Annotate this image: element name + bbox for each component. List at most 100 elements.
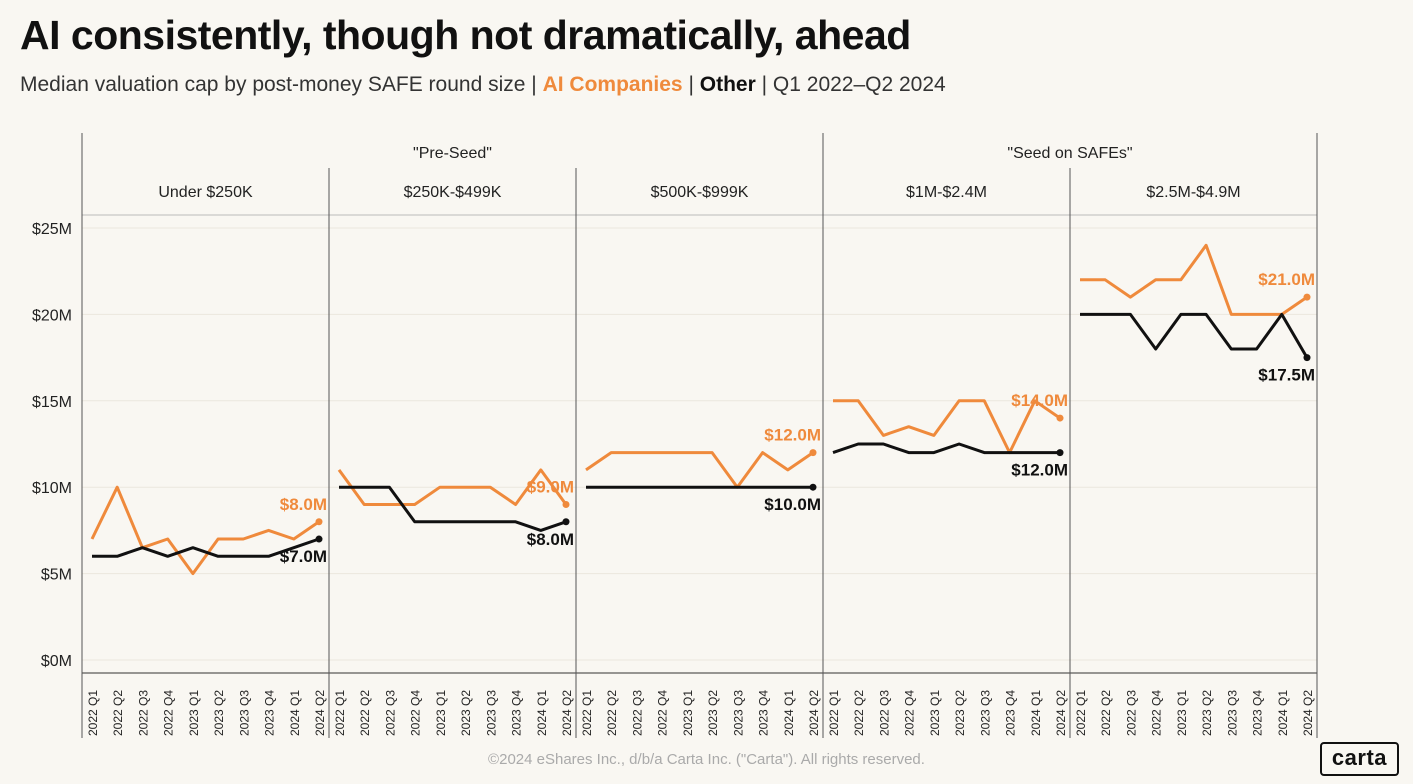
legend-other: Other xyxy=(699,73,756,96)
legend-ai-companies: AI Companies xyxy=(542,73,683,96)
ai-end-label: $14.0M xyxy=(1011,391,1068,410)
panel-header: $2.5M-$4.9M xyxy=(1146,184,1240,201)
subtitle-prefix: Median valuation cap by post-money SAFE … xyxy=(20,73,537,96)
x-tick-label: 2022 Q3 xyxy=(1124,690,1138,736)
other-series-line xyxy=(339,485,567,532)
x-tick-label: 2024 Q2 xyxy=(313,690,327,736)
x-tick-label: 2024 Q1 xyxy=(782,690,796,736)
panel-header: $250K-$499K xyxy=(404,184,502,201)
x-tick-label: 2022 Q3 xyxy=(136,690,150,736)
other-end-point xyxy=(562,518,570,526)
panel-header: $1M-$2.4M xyxy=(906,184,987,201)
x-tick-label: 2024 Q1 xyxy=(1029,690,1043,736)
x-tick-label: 2022 Q1 xyxy=(827,690,841,736)
x-tick-label: 2024 Q2 xyxy=(1301,690,1315,736)
x-tick-label: 2022 Q2 xyxy=(605,690,619,736)
y-tick-label: $20M xyxy=(32,307,72,324)
x-tick-label: 2024 Q1 xyxy=(535,690,549,736)
ai-end-label: $21.0M xyxy=(1258,270,1315,289)
ai-end-point xyxy=(809,449,817,457)
x-tick-label: 2023 Q1 xyxy=(1175,690,1189,736)
y-tick-label: $0M xyxy=(41,653,72,670)
x-tick-label: 2022 Q2 xyxy=(1099,690,1113,736)
x-tick-label: 2023 Q4 xyxy=(510,690,524,736)
x-tick-label: 2023 Q2 xyxy=(706,690,720,736)
subtitle-suffix: | Q1 2022–Q2 2024 xyxy=(761,73,946,96)
ai-series-line xyxy=(337,468,568,506)
x-tick-label: 2022 Q4 xyxy=(162,690,176,736)
ai-end-label: $8.0M xyxy=(280,495,327,514)
y-tick-label: $15M xyxy=(32,394,72,411)
x-tick-label: 2022 Q4 xyxy=(656,690,670,736)
x-tick-label: 2022 Q3 xyxy=(877,690,891,736)
other-end-label: $10.0M xyxy=(764,495,821,514)
ai-end-point xyxy=(315,518,323,526)
line-chart: $0M $5M $10M $15M $20M $25M "Pre-Seed" "Seed on… xyxy=(32,133,1318,738)
x-tick-label: 2023 Q3 xyxy=(978,690,992,736)
x-tick-label: 2023 Q4 xyxy=(757,690,771,736)
other-series-line xyxy=(1080,312,1309,359)
x-tick-label: 2024 Q2 xyxy=(560,690,574,736)
carta-logo: carta xyxy=(1319,742,1399,776)
x-tick-label: 2022 Q2 xyxy=(358,690,372,736)
x-tick-label: 2023 Q2 xyxy=(212,690,226,736)
x-tick-label: 2022 Q3 xyxy=(383,690,397,736)
group-header: "Pre-Seed" xyxy=(413,145,492,162)
chart-subtitle: Median valuation cap by post-money SAFE … xyxy=(20,73,946,97)
x-tick-label: 2022 Q2 xyxy=(852,690,866,736)
other-end-label: $17.5M xyxy=(1258,366,1315,385)
ai-end-point xyxy=(1303,293,1311,301)
other-end-point xyxy=(1303,354,1311,362)
y-tick-label: $25M xyxy=(32,221,72,238)
other-series-line xyxy=(832,442,1060,455)
x-tick-label: 2023 Q3 xyxy=(731,690,745,736)
x-tick-label: 2022 Q1 xyxy=(580,690,594,736)
x-tick-label: 2022 Q1 xyxy=(333,690,347,736)
x-tick-label: 2024 Q1 xyxy=(288,690,302,736)
x-tick-label: 2022 Q4 xyxy=(903,690,917,736)
other-series-line xyxy=(92,537,320,558)
x-tick-label: 2023 Q3 xyxy=(1225,690,1239,736)
x-tick-label: 2023 Q4 xyxy=(1004,690,1018,736)
ai-end-point xyxy=(562,500,570,508)
x-tick-label: 2022 Q4 xyxy=(409,690,423,736)
x-tick-label: 2023 Q3 xyxy=(237,690,251,736)
other-end-point xyxy=(1056,449,1064,457)
other-end-point xyxy=(809,483,817,491)
x-tick-label: 2022 Q1 xyxy=(1074,690,1088,736)
x-tick-label: 2022 Q1 xyxy=(86,690,100,736)
y-tick-label: $5M xyxy=(41,567,72,584)
group-header: "Seed on SAFEs" xyxy=(1007,145,1132,162)
x-tick-label: 2023 Q4 xyxy=(263,690,277,736)
x-tick-label: 2022 Q3 xyxy=(630,690,644,736)
other-end-point xyxy=(315,535,323,543)
chart-title: AI consistently, though not dramatically… xyxy=(20,12,911,58)
ai-series-line xyxy=(585,451,814,489)
subtitle-separator: | xyxy=(688,73,694,96)
ai-series-line xyxy=(90,485,320,576)
ai-series-line xyxy=(833,399,1061,455)
x-tick-label: 2022 Q2 xyxy=(111,690,125,736)
copyright-footer: ©2024 eShares Inc., d/b/a Carta Inc. ("C… xyxy=(488,751,925,768)
x-tick-label: 2023 Q4 xyxy=(1251,690,1265,736)
x-tick-label: 2024 Q1 xyxy=(1276,690,1290,736)
ai-end-point xyxy=(1056,414,1064,422)
x-tick-label: 2023 Q1 xyxy=(434,690,448,736)
x-tick-label: 2024 Q2 xyxy=(1054,690,1068,736)
x-tick-label: 2023 Q2 xyxy=(953,690,967,736)
ai-series-line xyxy=(1080,243,1308,316)
x-tick-label: 2023 Q2 xyxy=(459,690,473,736)
panel-header: $500K-$999K xyxy=(651,184,749,201)
other-end-label: $8.0M xyxy=(527,530,574,549)
y-tick-label: $10M xyxy=(32,480,72,497)
x-tick-label: 2023 Q1 xyxy=(928,690,942,736)
x-tick-label: 2024 Q2 xyxy=(807,690,821,736)
x-tick-label: 2023 Q1 xyxy=(681,690,695,736)
panel-header: Under $250K xyxy=(158,184,253,201)
x-tick-label: 2023 Q2 xyxy=(1200,690,1214,736)
x-tick-label: 2023 Q1 xyxy=(187,690,201,736)
other-end-label: $12.0M xyxy=(1011,461,1068,480)
ai-end-label: $12.0M xyxy=(764,426,821,445)
ai-end-label: $9.0M xyxy=(527,477,574,496)
x-tick-label: 2023 Q3 xyxy=(484,690,498,736)
